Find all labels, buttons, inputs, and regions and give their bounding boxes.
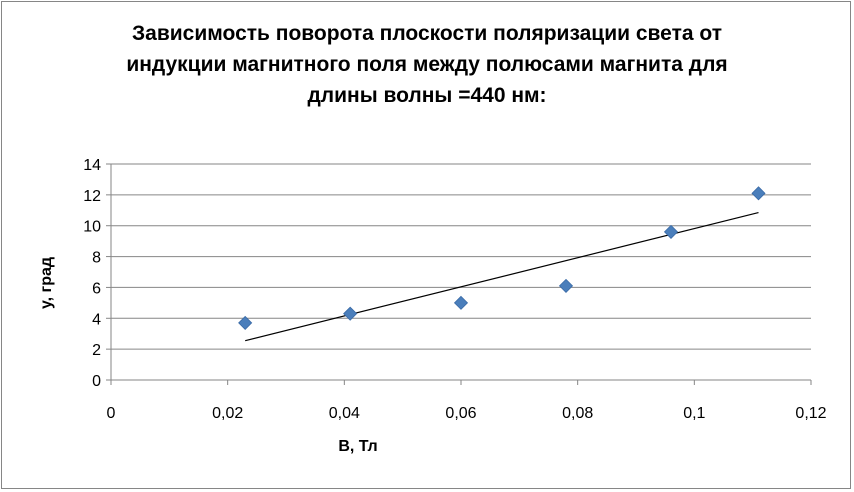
data-points xyxy=(238,186,766,330)
y-tick-label-7: 14 xyxy=(83,157,101,174)
x-tick-label-4: 0,08 xyxy=(562,405,593,422)
x-tick-label-1: 0,02 xyxy=(212,405,243,422)
y-tick-label-4: 8 xyxy=(92,250,101,267)
y-tick-labels: 0 2 4 6 8 10 12 14 xyxy=(83,157,101,390)
x-tick-label-6: 0,12 xyxy=(795,405,826,422)
x-tick-label-3: 0,06 xyxy=(445,405,476,422)
data-point-5 xyxy=(751,186,766,201)
trendline xyxy=(245,212,759,342)
x-tick-labels: 0 0,02 0,04 0,06 0,08 0,1 0,12 xyxy=(107,405,827,422)
data-point-0 xyxy=(238,315,253,330)
data-point-2 xyxy=(453,295,469,310)
data-point-4 xyxy=(663,224,679,239)
y-tick-label-0: 0 xyxy=(92,373,101,390)
y-axis-label: у, град xyxy=(38,257,55,309)
trendline-line xyxy=(245,212,759,342)
chart-title: Зависимость поворота плоскости поляризац… xyxy=(0,18,854,111)
chart-title-line-3: длины волны =440 нм: xyxy=(307,84,547,107)
gridlines xyxy=(111,163,811,350)
chart-title-line-1: Зависимость поворота плоскости поляризац… xyxy=(132,22,722,45)
chart-title-line-2: индукции магнитного поля между полюсами … xyxy=(126,53,728,76)
y-tick-label-1: 2 xyxy=(92,342,101,359)
y-tick-label-2: 4 xyxy=(92,311,101,328)
data-point-1 xyxy=(343,306,358,321)
x-tick-label-0: 0 xyxy=(107,405,116,422)
x-tick-label-2: 0,04 xyxy=(329,405,360,422)
y-tick-label-5: 10 xyxy=(83,219,101,236)
data-point-3 xyxy=(558,278,574,293)
y-tick-label-6: 12 xyxy=(83,188,101,205)
axes xyxy=(106,163,812,385)
x-axis-label: B, Тл xyxy=(338,438,377,455)
y-tick-label-3: 6 xyxy=(92,280,101,297)
x-tick-label-5: 0,1 xyxy=(683,405,705,422)
